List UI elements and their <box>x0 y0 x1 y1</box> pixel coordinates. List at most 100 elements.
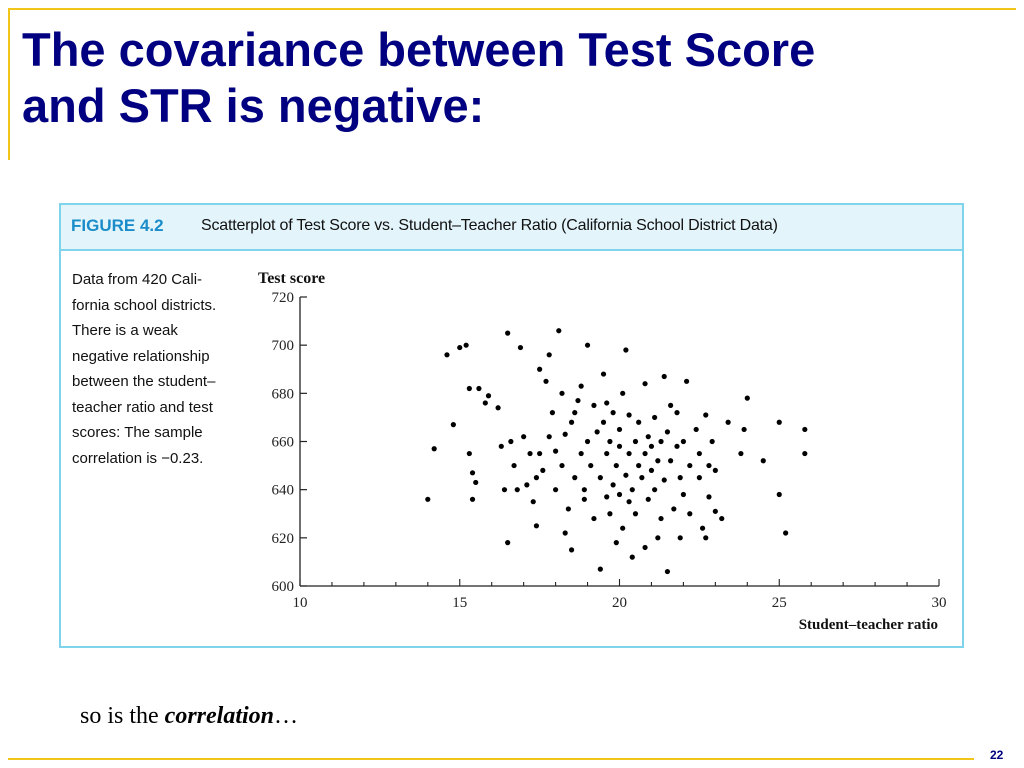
data-point <box>699 525 706 531</box>
data-point <box>521 434 527 440</box>
data-point <box>696 450 702 457</box>
figure-description-line: teacher ratio and test <box>72 398 213 416</box>
data-point <box>802 450 808 457</box>
data-point <box>591 402 597 408</box>
data-point <box>661 477 667 483</box>
data-point <box>584 438 591 445</box>
data-point <box>645 434 651 440</box>
data-point <box>556 328 562 334</box>
x-tick-label: 15 <box>452 595 467 611</box>
figure-description-line: between the student– <box>72 373 216 390</box>
data-point <box>706 494 712 500</box>
data-point <box>664 429 671 435</box>
data-point <box>629 554 635 560</box>
data-point <box>610 482 616 488</box>
data-points <box>425 328 808 575</box>
data-point <box>623 472 629 478</box>
data-point <box>425 496 431 502</box>
data-point <box>469 470 476 476</box>
data-point <box>482 400 488 406</box>
data-point <box>783 530 789 536</box>
data-point <box>568 419 575 425</box>
y-tick-label: 600 <box>272 579 295 595</box>
data-point <box>658 515 664 522</box>
figure-description-line: negative relationship <box>72 347 210 365</box>
data-point <box>687 511 693 517</box>
footer-emphasis: correlation <box>164 703 275 729</box>
data-point <box>604 400 610 406</box>
data-point <box>604 494 610 500</box>
data-point <box>636 419 642 425</box>
data-point <box>642 381 648 387</box>
data-point <box>546 434 552 440</box>
data-point <box>620 525 626 531</box>
data-point <box>658 438 664 445</box>
data-point <box>616 443 623 449</box>
y-tick-label: 660 <box>272 435 295 451</box>
figure-label: FIGURE 4.2 <box>71 216 164 235</box>
data-point <box>604 450 610 457</box>
data-point <box>572 475 578 481</box>
data-point <box>533 523 540 529</box>
figure-description: Data from 420 Cali- fornia school distri… <box>72 267 252 471</box>
data-point <box>476 385 482 392</box>
data-point <box>485 393 492 399</box>
data-point <box>725 419 731 425</box>
data-point <box>607 511 613 517</box>
slide-title-line-2: and STR is negative: <box>22 79 485 132</box>
slide-title-line-1: The covariance between Test Score <box>22 23 816 76</box>
data-point <box>565 506 571 512</box>
data-point <box>626 450 632 457</box>
data-point <box>680 491 686 498</box>
data-point <box>655 535 661 541</box>
data-point <box>636 462 642 469</box>
data-point <box>450 422 456 428</box>
data-point <box>581 487 587 493</box>
top-rule <box>8 8 1016 10</box>
data-point <box>553 487 559 493</box>
data-point <box>626 499 632 505</box>
y-tick-label: 720 <box>272 290 295 306</box>
x-tick-label: 20 <box>612 595 627 611</box>
data-point <box>607 438 613 445</box>
figure-description-line: scores: The sample <box>72 424 203 441</box>
left-rule <box>8 8 10 160</box>
data-point <box>623 347 629 353</box>
data-point <box>620 390 626 396</box>
data-point <box>693 426 699 433</box>
data-point <box>594 429 600 435</box>
data-point <box>703 412 709 418</box>
data-point <box>744 395 750 401</box>
data-point <box>616 426 623 433</box>
data-point <box>600 371 607 377</box>
data-point <box>527 450 533 457</box>
data-point <box>559 390 565 396</box>
data-point <box>575 397 581 404</box>
x-tick-label: 30 <box>932 595 947 611</box>
data-point <box>517 344 524 351</box>
y-tick-label: 620 <box>272 531 295 547</box>
data-point <box>466 385 472 392</box>
data-point <box>549 410 556 416</box>
data-point <box>674 443 680 449</box>
data-point <box>642 450 648 457</box>
slide-number: 22 <box>990 748 1004 762</box>
y-tick-label: 640 <box>272 483 295 499</box>
data-point <box>616 491 623 498</box>
data-point <box>738 450 744 457</box>
x-tick-label: 25 <box>772 595 787 611</box>
data-point <box>741 426 747 433</box>
data-point <box>632 438 639 445</box>
figure-description-line: Data from 420 Cali- <box>72 271 203 288</box>
data-point <box>431 446 437 452</box>
data-point <box>584 342 591 348</box>
data-point <box>600 419 607 425</box>
data-point <box>469 496 476 502</box>
data-point <box>511 462 517 469</box>
x-axis-label: Student–teacher ratio <box>799 617 938 633</box>
axes: 600 620 640 660 680 700 720 10 15 20 25 30 <box>272 290 947 611</box>
data-point <box>760 458 766 464</box>
data-point <box>537 366 543 372</box>
data-point <box>648 467 655 473</box>
data-point <box>671 506 677 512</box>
